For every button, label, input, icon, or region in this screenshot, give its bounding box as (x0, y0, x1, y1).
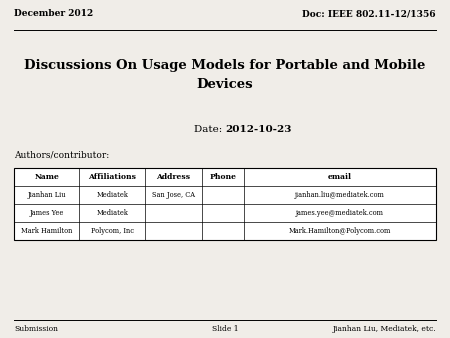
Text: Mediatek: Mediatek (96, 209, 128, 217)
Text: Mediatek: Mediatek (96, 191, 128, 199)
Text: jianhan.liu@mediatek.com: jianhan.liu@mediatek.com (295, 191, 385, 199)
Text: Jianhan Liu: Jianhan Liu (27, 191, 66, 199)
Text: 2012-10-23: 2012-10-23 (225, 125, 292, 135)
Text: Discussions On Usage Models for Portable and Mobile
Devices: Discussions On Usage Models for Portable… (24, 59, 426, 91)
Text: Polycom, Inc: Polycom, Inc (90, 227, 134, 235)
Text: Slide 1: Slide 1 (212, 325, 239, 333)
Text: Submission: Submission (14, 325, 58, 333)
Text: San Jose, CA: San Jose, CA (152, 191, 195, 199)
Text: James Yee: James Yee (30, 209, 64, 217)
Text: Address: Address (156, 173, 190, 181)
Text: email: email (328, 173, 352, 181)
Text: Mark.Hamilton@Polycom.com: Mark.Hamilton@Polycom.com (289, 227, 391, 235)
Text: December 2012: December 2012 (14, 9, 93, 19)
Text: Phone: Phone (209, 173, 236, 181)
Text: Date:: Date: (194, 125, 225, 135)
Text: Jianhan Liu, Mediatek, etc.: Jianhan Liu, Mediatek, etc. (333, 325, 436, 333)
Text: Affiliations: Affiliations (88, 173, 136, 181)
Text: james.yee@mediatek.com: james.yee@mediatek.com (296, 209, 384, 217)
Text: Authors/contributor:: Authors/contributor: (14, 150, 109, 160)
Text: Name: Name (34, 173, 59, 181)
Text: Doc: IEEE 802.11-12/1356: Doc: IEEE 802.11-12/1356 (302, 9, 436, 19)
Text: Mark Hamilton: Mark Hamilton (21, 227, 72, 235)
Bar (14, 168, 436, 240)
